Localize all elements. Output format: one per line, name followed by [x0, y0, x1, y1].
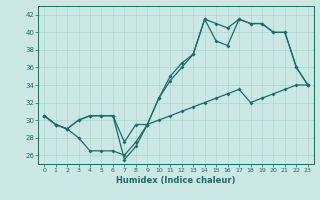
X-axis label: Humidex (Indice chaleur): Humidex (Indice chaleur)	[116, 176, 236, 185]
